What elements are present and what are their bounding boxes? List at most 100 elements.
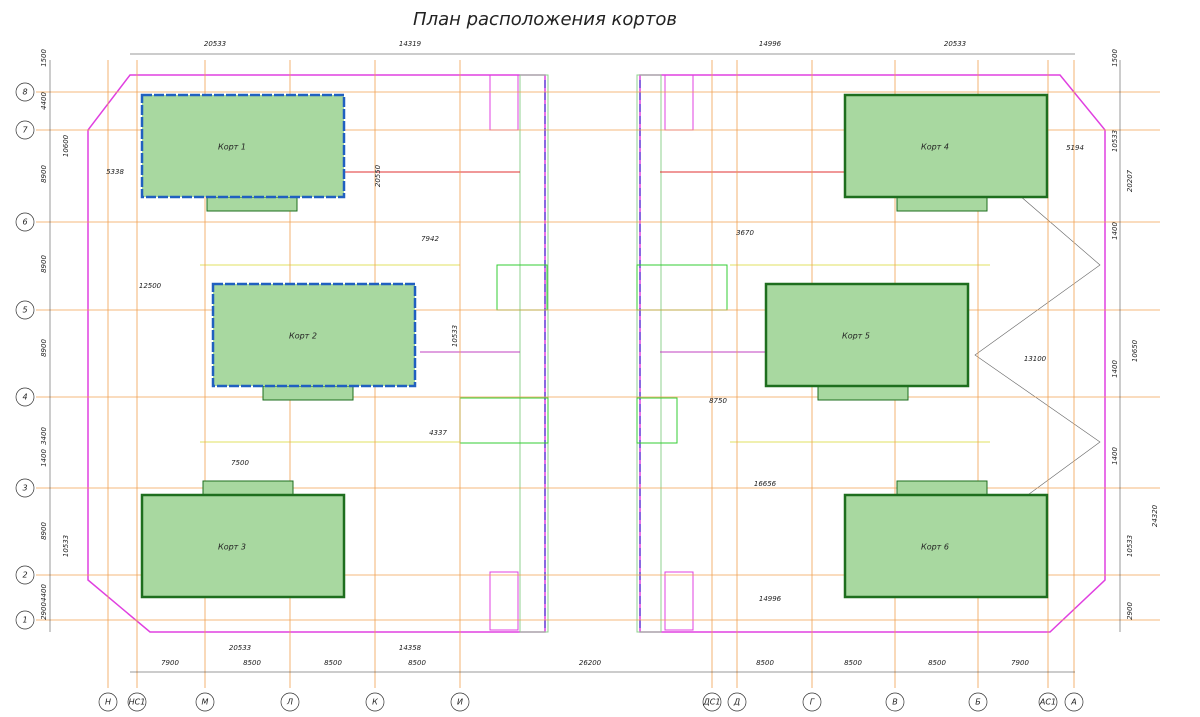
dimension-label: 7900 xyxy=(1011,659,1029,667)
dimension-label: 24320 xyxy=(1151,504,1159,527)
dimension-label: 8500 xyxy=(756,659,774,667)
axis-bubble xyxy=(1064,692,1084,712)
room xyxy=(636,397,678,444)
axis-label: И xyxy=(457,698,463,707)
bleacher xyxy=(896,480,988,496)
axis-label: 1 xyxy=(22,616,27,625)
axis-label: 8 xyxy=(22,88,27,97)
axis-label: Л xyxy=(286,698,293,707)
dimension-label: 2900 xyxy=(40,602,48,620)
dimension-label: 13100 xyxy=(1024,355,1047,363)
dimension-label: 1400 xyxy=(1111,447,1119,465)
axis-bubble xyxy=(195,692,215,712)
axis-bubble xyxy=(15,120,35,140)
dimension-label: 26200 xyxy=(579,659,602,667)
axis-bubble xyxy=(702,692,722,712)
dimension-label: 5194 xyxy=(1066,144,1084,152)
axis-label: 7 xyxy=(22,126,28,135)
dimension-label: 10533 xyxy=(62,535,70,557)
axis-bubble xyxy=(127,692,147,712)
dimension-label: 7900 xyxy=(161,659,179,667)
dimension-label: 8500 xyxy=(324,659,342,667)
axis-bubble xyxy=(802,692,822,712)
dimension-label: 3670 xyxy=(736,229,754,237)
axis-label: 4 xyxy=(22,393,27,402)
dimension-label: 10533 xyxy=(451,325,459,347)
bleacher xyxy=(817,385,909,401)
axis-label: А xyxy=(1070,698,1076,707)
axis-label: 6 xyxy=(22,218,27,227)
ramp xyxy=(664,571,694,631)
dimension-label: 10650 xyxy=(1131,339,1139,362)
axis-label: Д xyxy=(733,698,740,707)
axis-bubble xyxy=(968,692,988,712)
bleacher xyxy=(206,196,298,212)
dimension-label: 10533 xyxy=(1111,130,1119,152)
dimension-label: 12500 xyxy=(139,282,162,290)
dimension-label: 1400 xyxy=(40,449,48,467)
axis-bubble xyxy=(98,692,118,712)
dimension-label: 14358 xyxy=(399,644,422,652)
court-label: Корт 5 xyxy=(842,332,870,341)
court xyxy=(211,282,417,388)
corridor xyxy=(636,74,662,633)
axis-bubble xyxy=(15,212,35,232)
dimension-label: 3400 xyxy=(40,427,48,445)
court xyxy=(140,93,346,199)
stair xyxy=(636,264,728,311)
axis-label: В xyxy=(892,698,898,707)
dimension-label: 2900 xyxy=(1126,602,1134,620)
court-label: Корт 4 xyxy=(921,143,949,152)
dimension-label: 16656 xyxy=(754,480,777,488)
dimension-label: 8900 xyxy=(40,165,48,183)
dimension-label: 1400 xyxy=(1111,360,1119,378)
axis-bubble xyxy=(450,692,470,712)
dimension-label: 20533 xyxy=(229,644,251,652)
court xyxy=(140,493,346,599)
court xyxy=(764,282,970,388)
axis-bubble xyxy=(15,565,35,585)
dimension-label: 4337 xyxy=(429,429,447,437)
axis-bubble xyxy=(1038,692,1058,712)
dimension-label: 10533 xyxy=(1126,535,1134,557)
axis-label: НС1 xyxy=(129,698,146,707)
dimension-label: 14319 xyxy=(399,40,422,48)
bleacher xyxy=(202,480,294,496)
dimension-label: 8900 xyxy=(40,339,48,357)
dimension-label: 14996 xyxy=(759,595,782,603)
axis-label: Б xyxy=(975,698,981,707)
court xyxy=(843,93,1049,199)
axis-label: 5 xyxy=(22,306,27,315)
axis-bubble xyxy=(365,692,385,712)
bleacher xyxy=(896,196,988,212)
axis-label: М xyxy=(202,698,209,707)
ramp xyxy=(664,74,694,131)
dimension-label: 8500 xyxy=(928,659,946,667)
dimension-label: 7942 xyxy=(421,235,439,243)
axis-label: Г xyxy=(810,698,815,707)
dimension-label: 8900 xyxy=(40,522,48,540)
dimension-label: 4400 xyxy=(40,584,48,602)
dimension-label: 14996 xyxy=(759,40,782,48)
dimension-label: 1500 xyxy=(40,49,48,67)
dimension-label: 10600 xyxy=(62,134,70,157)
ramp xyxy=(489,74,519,131)
dimension-label: 8500 xyxy=(243,659,261,667)
axis-label: 3 xyxy=(22,484,27,493)
axis-label: 2 xyxy=(22,571,27,580)
court-label: Корт 1 xyxy=(218,143,246,152)
court-label: Корт 6 xyxy=(921,543,949,552)
dimension-label: 20207 xyxy=(1126,169,1134,192)
axis-bubble xyxy=(15,610,35,630)
axis-bubble xyxy=(15,387,35,407)
plan-title: План расположения кортов xyxy=(413,9,677,30)
axis-bubble xyxy=(15,300,35,320)
dimension-label: 8750 xyxy=(709,397,727,405)
dimension-label: 1500 xyxy=(1111,49,1119,67)
dimension-label: 20533 xyxy=(204,40,226,48)
axis-bubble xyxy=(280,692,300,712)
court xyxy=(843,493,1049,599)
corridor xyxy=(519,74,549,633)
dimension-label: 8500 xyxy=(408,659,426,667)
